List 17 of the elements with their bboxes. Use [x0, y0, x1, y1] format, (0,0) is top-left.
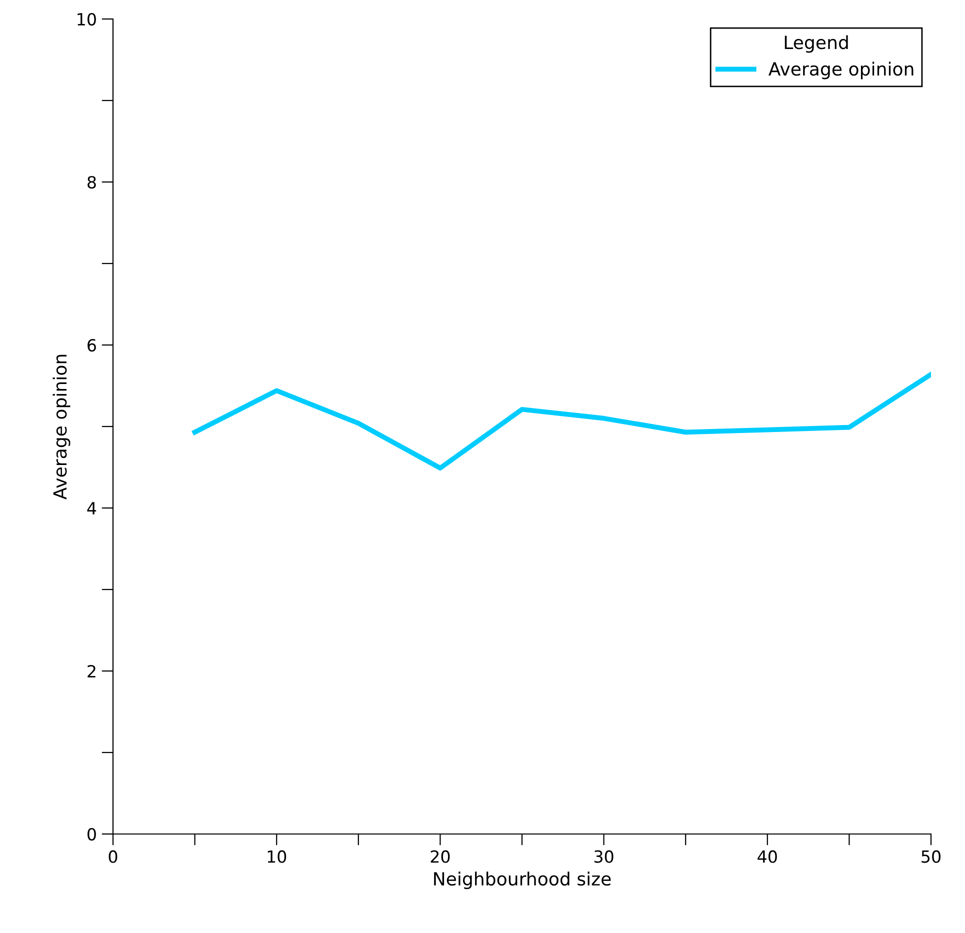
- line-series: [192, 372, 931, 470]
- x-tick-label: 30: [594, 850, 614, 863]
- y-tick-label: 0: [88, 828, 96, 841]
- x-tick-label: 40: [758, 850, 777, 863]
- y-tick-label: 10: [78, 12, 96, 26]
- x-tick-label: 10: [268, 850, 286, 863]
- y-axis-title: Average opinion: [52, 354, 70, 500]
- x-tick-label: 50: [922, 850, 940, 863]
- y-tick-label: 8: [88, 176, 96, 189]
- legend-title: Legend: [784, 35, 848, 53]
- y-tick-label: 4: [87, 502, 96, 514]
- legend-label: Average opinion: [768, 62, 914, 80]
- x-axis-title: Neighbourhood size: [434, 872, 611, 890]
- y-tick-label: 2: [88, 664, 96, 678]
- x-tick-label: 0: [108, 850, 118, 863]
- x-tick-label: 20: [430, 850, 450, 863]
- y-tick-label: 6: [88, 338, 96, 352]
